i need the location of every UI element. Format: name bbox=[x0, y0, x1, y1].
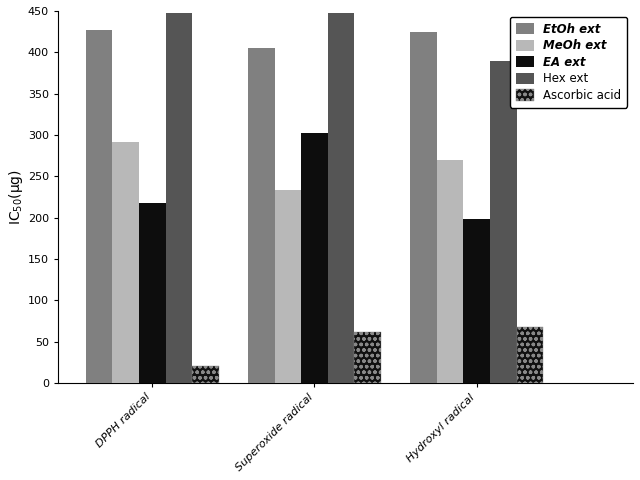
Bar bbox=[113, 142, 139, 383]
Bar bbox=[248, 48, 275, 383]
Legend: EtOh ext, MeOh ext, EA ext, Hex ext, Ascorbic acid: EtOh ext, MeOh ext, EA ext, Hex ext, Asc… bbox=[510, 17, 627, 108]
Bar bbox=[139, 203, 166, 383]
Bar bbox=[410, 32, 437, 383]
Bar bbox=[490, 60, 516, 383]
Bar bbox=[463, 219, 490, 383]
Bar bbox=[166, 12, 192, 383]
Bar bbox=[516, 327, 543, 383]
Bar bbox=[328, 12, 355, 383]
Bar bbox=[437, 160, 463, 383]
Y-axis label: IC$_{50}$(μg): IC$_{50}$(μg) bbox=[7, 169, 25, 225]
Bar bbox=[192, 366, 219, 383]
Bar bbox=[301, 133, 328, 383]
Bar bbox=[86, 30, 113, 383]
Bar bbox=[355, 332, 381, 383]
Bar bbox=[275, 191, 301, 383]
